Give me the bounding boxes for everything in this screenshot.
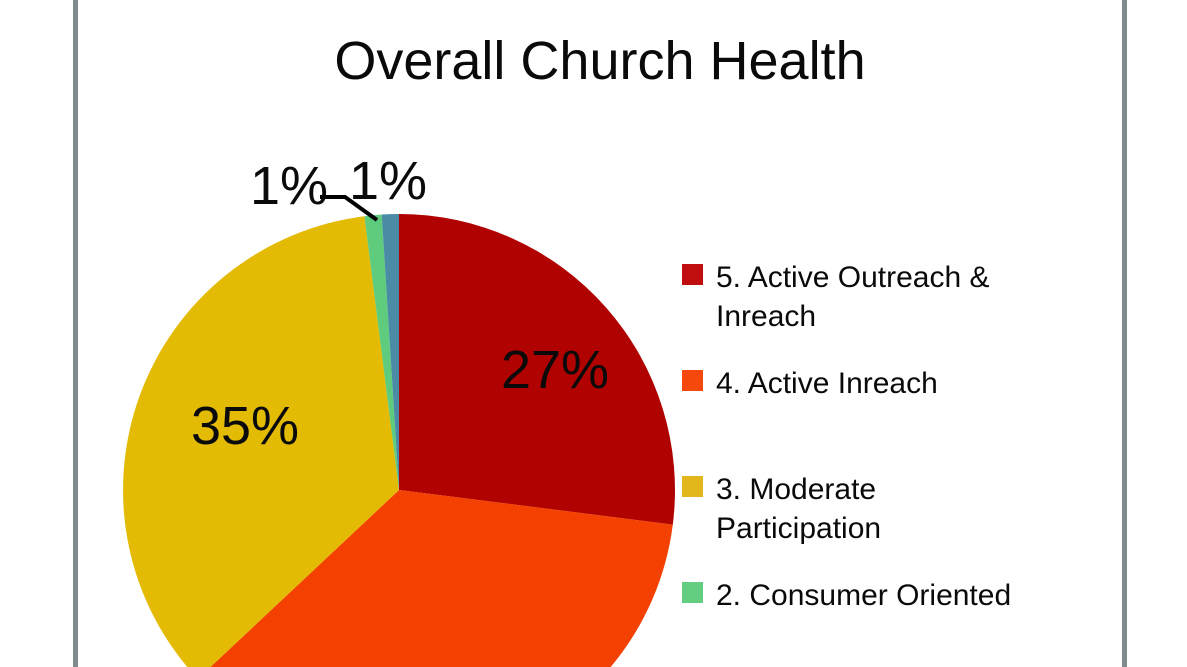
legend-label-line: 3. Moderate (716, 473, 877, 506)
page-border-right (1122, 0, 1127, 667)
data-label-blue-slice: 1% (348, 151, 428, 211)
pie-slice-active-outreach-inreach (399, 214, 675, 525)
legend-item-active-outreach-inreach: 5. Active Outreach & Inreach (682, 258, 989, 336)
page-border-left (73, 0, 78, 667)
pie-slice-unlabeled (381, 213, 399, 491)
legend-item-active-inreach: 4. Active Inreach (682, 364, 938, 403)
data-label-gold-slice: 35% (190, 396, 300, 456)
legend-label-line: Inreach (716, 300, 817, 333)
legend-item-moderate-participation: 3. Moderate Participation (682, 470, 881, 548)
legend-label-line: 5. Active Outreach & (716, 261, 990, 294)
chart-title: Overall Church Health (334, 31, 866, 91)
data-label-green-slice: 1% (249, 156, 329, 216)
legend-swatch (682, 476, 703, 497)
pie-slice-moderate-participation (123, 216, 399, 667)
legend-swatch (682, 582, 703, 603)
label-leader-line (320, 195, 379, 222)
legend-item-consumer-oriented: 2. Consumer Oriented (682, 576, 1011, 615)
data-label-red-slice: 27% (500, 340, 610, 400)
legend-label-line: 2. Consumer Oriented (716, 579, 1012, 612)
pie-slice-active-inreach (210, 490, 673, 667)
legend-label-line: 4. Active Inreach (716, 367, 938, 400)
legend-swatch (682, 370, 703, 391)
legend-swatch (682, 264, 703, 285)
pie-slice-consumer-oriented (364, 214, 399, 490)
legend-label-line: Participation (716, 512, 882, 545)
